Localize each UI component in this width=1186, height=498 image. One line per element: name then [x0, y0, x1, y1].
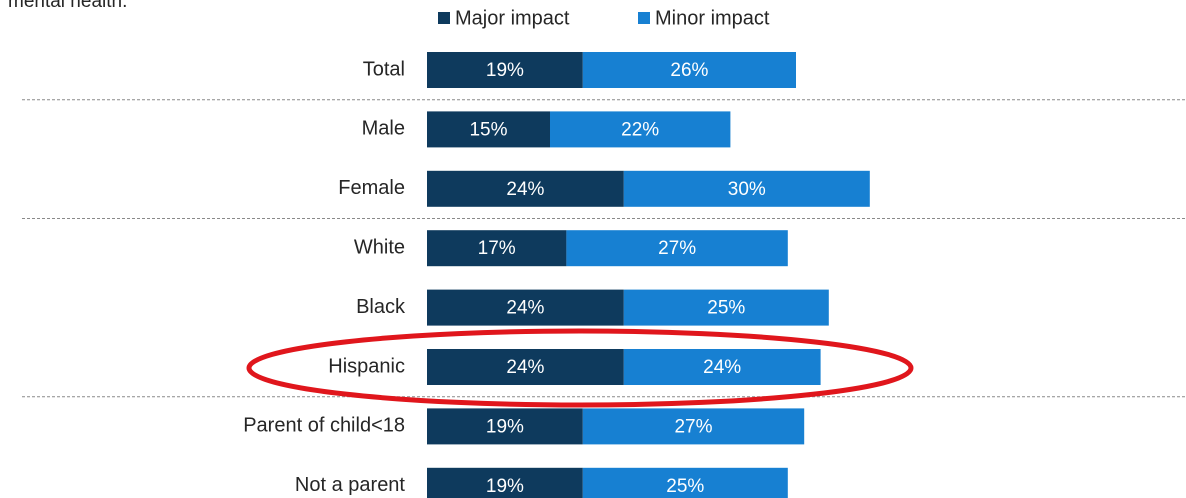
data-label: 24% — [506, 357, 544, 378]
bar-segment — [427, 230, 567, 267]
data-label: 19% — [486, 416, 524, 437]
data-label: 17% — [478, 238, 516, 259]
bar-segment — [582, 467, 788, 498]
data-label: 25% — [707, 298, 745, 319]
data-label: 24% — [506, 179, 544, 200]
data-label: 24% — [703, 357, 741, 378]
category-label: Black — [356, 296, 406, 318]
data-label: 15% — [469, 119, 507, 140]
bar-segment — [427, 467, 583, 498]
data-label: 26% — [670, 60, 708, 81]
data-label: 22% — [621, 119, 659, 140]
category-label: White — [354, 236, 405, 258]
bar-segment — [427, 289, 624, 326]
bar-segment — [427, 111, 550, 148]
bar-segment — [582, 52, 796, 88]
bar-segment — [427, 52, 583, 88]
category-label: Total — [363, 58, 405, 80]
bar-segment — [623, 289, 829, 326]
bar-segment — [427, 170, 624, 207]
data-label: 27% — [658, 238, 696, 259]
data-label: 27% — [674, 416, 712, 437]
category-label: Parent of child<18 — [243, 415, 405, 437]
legend-label: Minor impact — [655, 7, 770, 29]
legend-swatch — [638, 12, 650, 24]
bar-segment — [427, 349, 624, 385]
category-label: Female — [338, 177, 405, 199]
category-label: Hispanic — [328, 355, 405, 377]
bar-segment — [566, 230, 788, 267]
bar-segment — [582, 408, 805, 445]
data-label: 30% — [728, 179, 766, 200]
data-label: 19% — [486, 60, 524, 81]
subtitle: mental health. — [8, 0, 127, 12]
bar-segment — [623, 349, 821, 385]
category-label: Male — [362, 118, 405, 140]
data-label: 19% — [486, 476, 524, 497]
bar-segment — [623, 170, 870, 207]
legend-label: Major impact — [455, 7, 570, 29]
highlight-ellipse — [246, 328, 914, 408]
bar-segment — [427, 408, 583, 445]
data-label: 24% — [506, 298, 544, 319]
data-label: 25% — [666, 476, 704, 497]
bar-segment — [550, 111, 731, 148]
legend-swatch — [438, 12, 450, 24]
category-label: Not a parent — [295, 474, 406, 496]
